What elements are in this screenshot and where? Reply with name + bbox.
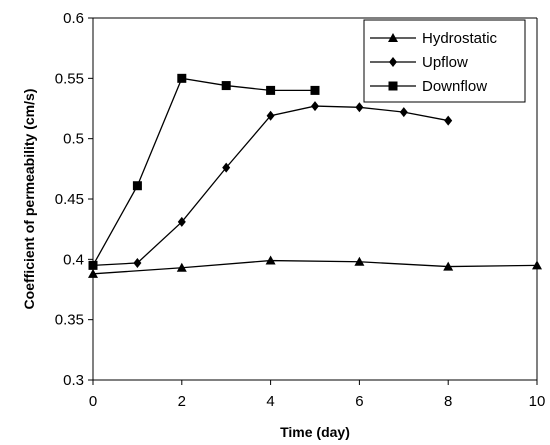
data-point-hydrostatic — [265, 255, 276, 265]
legend-label-downflow: Downflow — [422, 78, 487, 95]
data-point-upflow — [399, 107, 408, 118]
series-line-upflow — [92, 105, 449, 267]
data-point-upflow — [355, 102, 364, 113]
y-tick-label: 0.3 — [63, 372, 84, 389]
data-point-hydrostatic — [176, 262, 187, 272]
data-point-hydrostatic — [532, 260, 542, 270]
x-axis-ticks: 0 2 4 6 8 10 — [89, 380, 546, 410]
x-tick-label: 6 — [355, 393, 363, 410]
data-point-upflow — [266, 110, 275, 121]
series-group — [88, 73, 542, 278]
data-point-upflow — [222, 162, 231, 173]
data-point-hydrostatic — [354, 256, 365, 266]
data-point-downflow — [132, 181, 142, 191]
data-point-hydrostatic — [88, 268, 98, 278]
series-line-downflow — [92, 77, 315, 266]
legend: Hydrostatic Upflow Downflow — [363, 19, 526, 103]
series-line-hydrostatic — [92, 259, 538, 275]
y-tick-label: 0.6 — [63, 10, 84, 27]
x-tick-label: 10 — [529, 393, 546, 410]
x-tick-label: 2 — [178, 393, 186, 410]
data-point-downflow — [310, 85, 320, 95]
y-tick-label: 0.5 — [63, 131, 84, 148]
legend-marker-hydrostatic — [388, 33, 398, 42]
data-point-upflow — [311, 101, 319, 112]
legend-label-upflow: Upflow — [422, 54, 468, 71]
y-axis-ticks: 0.3 0.35 0.4 0.45 0.5 0.55 0.6 — [55, 10, 93, 389]
y-tick-label: 0.45 — [55, 191, 84, 208]
data-point-downflow — [177, 73, 187, 83]
legend-label-hydrostatic: Hydrostatic — [422, 30, 498, 47]
data-point-downflow — [88, 260, 98, 270]
y-tick-label: 0.55 — [55, 70, 84, 87]
x-axis-title: Time (day) — [280, 424, 350, 440]
x-tick-label: 0 — [89, 393, 97, 410]
y-tick-label: 0.35 — [55, 312, 84, 329]
data-point-hydrostatic — [443, 261, 454, 271]
data-point-upflow — [133, 257, 142, 268]
y-tick-label: 0.4 — [63, 251, 84, 268]
legend-marker-upflow — [389, 57, 397, 67]
data-point-downflow — [266, 85, 276, 95]
x-tick-label: 4 — [266, 393, 274, 410]
legend-marker-downflow — [388, 81, 398, 91]
x-tick-label: 8 — [444, 393, 452, 410]
data-point-upflow — [177, 216, 186, 227]
data-point-upflow — [444, 115, 453, 126]
y-axis-title: Coefficient of permeability (cm/s) — [21, 89, 37, 310]
data-point-downflow — [221, 81, 231, 91]
